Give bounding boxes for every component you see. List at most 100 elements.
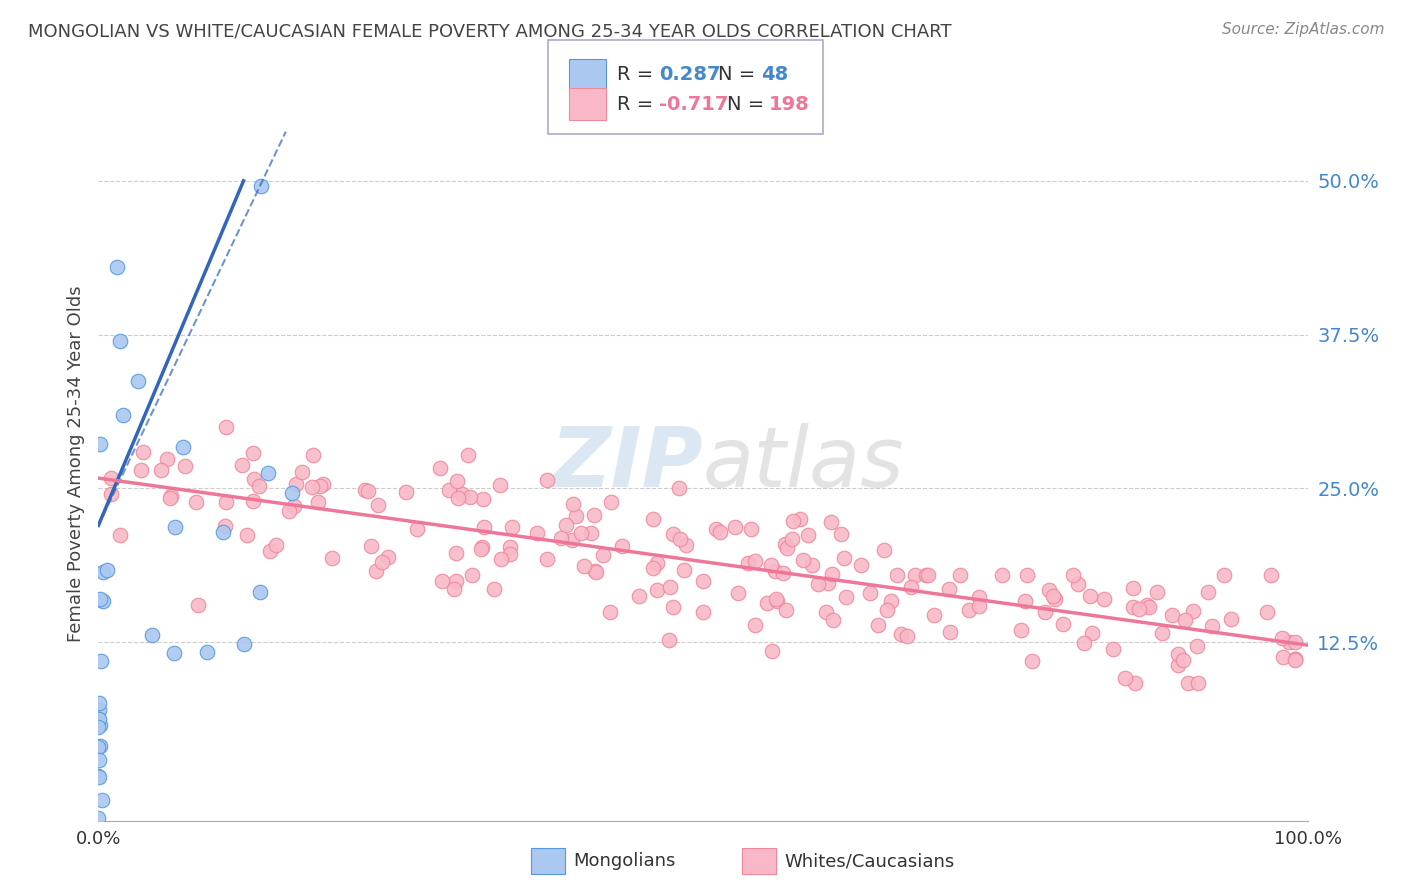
- Point: [371, 555, 394, 569]
- Point: [561, 533, 583, 548]
- Point: [1187, 676, 1209, 690]
- Point: [1114, 671, 1136, 685]
- Point: [472, 520, 495, 534]
- Point: [569, 525, 592, 540]
- Point: [1173, 653, 1195, 667]
- Point: [443, 582, 465, 596]
- Point: [873, 542, 896, 557]
- Point: [437, 483, 460, 497]
- Point: [163, 519, 186, 533]
- Point: [724, 520, 747, 534]
- Point: [444, 546, 467, 560]
- Point: [242, 445, 264, 459]
- Point: [446, 475, 468, 489]
- Text: R =: R =: [617, 65, 659, 85]
- Point: [610, 539, 633, 553]
- Point: [141, 628, 163, 642]
- Point: [1137, 599, 1160, 614]
- Point: [900, 580, 922, 594]
- Point: [1136, 598, 1159, 612]
- Point: [967, 599, 990, 614]
- Point: [744, 617, 766, 632]
- Point: [1167, 647, 1189, 661]
- Point: [89, 822, 111, 836]
- Point: [471, 540, 494, 554]
- Point: [247, 479, 270, 493]
- Point: [105, 260, 128, 274]
- Point: [187, 598, 209, 612]
- Point: [709, 525, 731, 540]
- Point: [111, 408, 134, 422]
- Point: [658, 580, 681, 594]
- Point: [1219, 612, 1241, 626]
- Point: [312, 477, 335, 491]
- Point: [90, 654, 112, 668]
- Point: [1185, 639, 1208, 653]
- Point: [641, 512, 664, 526]
- Point: [849, 558, 872, 573]
- Point: [949, 567, 972, 582]
- Point: [1177, 676, 1199, 690]
- Point: [89, 436, 111, 450]
- Point: [1045, 592, 1067, 607]
- Point: [761, 644, 783, 658]
- Point: [773, 537, 796, 551]
- Point: [394, 484, 416, 499]
- Point: [243, 472, 266, 486]
- Point: [1201, 619, 1223, 633]
- Point: [491, 551, 513, 566]
- Point: [859, 586, 882, 600]
- Point: [1284, 653, 1306, 667]
- Point: [914, 567, 936, 582]
- Point: [990, 568, 1012, 582]
- Point: [821, 613, 844, 627]
- Point: [172, 440, 194, 454]
- Point: [160, 489, 183, 503]
- Point: [579, 525, 602, 540]
- Point: [807, 577, 830, 591]
- Point: [214, 518, 236, 533]
- Point: [283, 500, 305, 514]
- Point: [259, 544, 281, 558]
- Point: [692, 605, 714, 619]
- Point: [1042, 590, 1064, 604]
- Point: [132, 445, 155, 459]
- Text: -0.717: -0.717: [659, 95, 728, 114]
- Point: [628, 589, 651, 603]
- Point: [600, 494, 623, 508]
- Point: [922, 607, 945, 622]
- Point: [896, 629, 918, 643]
- Point: [775, 603, 797, 617]
- Point: [231, 458, 253, 472]
- Point: [212, 524, 235, 539]
- Point: [1284, 652, 1306, 666]
- Point: [669, 532, 692, 546]
- Point: [1260, 567, 1282, 582]
- Point: [1182, 604, 1205, 618]
- Point: [87, 879, 110, 892]
- Point: [214, 420, 236, 434]
- Point: [406, 522, 429, 536]
- Point: [574, 558, 596, 573]
- Point: [278, 504, 301, 518]
- Point: [1146, 585, 1168, 599]
- Point: [447, 491, 470, 506]
- Text: N =: N =: [727, 95, 770, 114]
- Point: [759, 558, 782, 572]
- Point: [89, 592, 111, 607]
- Point: [565, 508, 588, 523]
- Point: [536, 474, 558, 488]
- Point: [108, 528, 131, 542]
- Point: [917, 568, 939, 582]
- Point: [801, 558, 824, 572]
- Point: [661, 600, 683, 615]
- Point: [814, 605, 837, 619]
- Point: [232, 637, 254, 651]
- Point: [1021, 654, 1043, 668]
- Point: [87, 720, 110, 734]
- Text: Whites/Caucasians: Whites/Caucasians: [785, 852, 955, 871]
- Text: atlas: atlas: [703, 424, 904, 504]
- Point: [429, 460, 451, 475]
- Point: [195, 645, 218, 659]
- Point: [163, 646, 186, 660]
